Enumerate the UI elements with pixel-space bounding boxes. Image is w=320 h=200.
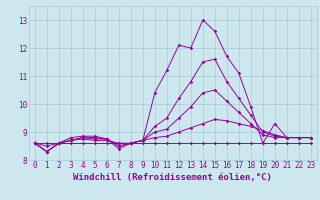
X-axis label: Windchill (Refroidissement éolien,°C): Windchill (Refroidissement éolien,°C) xyxy=(73,173,272,182)
